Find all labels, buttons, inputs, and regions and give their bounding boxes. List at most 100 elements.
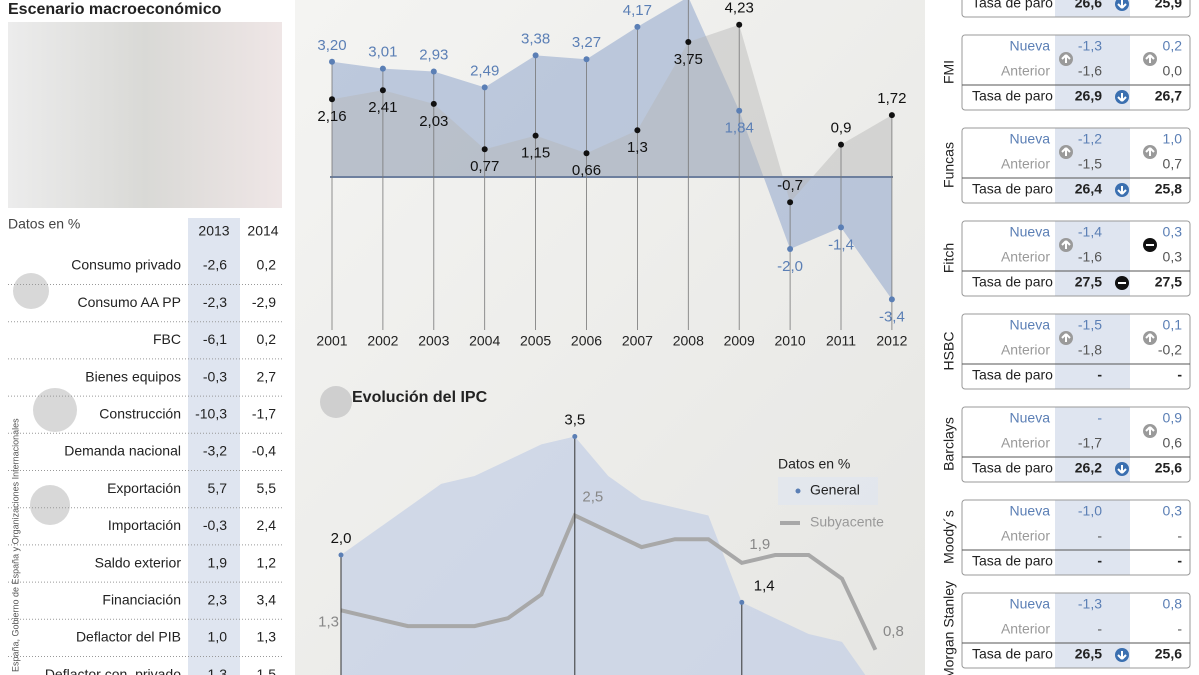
block-border <box>961 592 1191 669</box>
cell: -3,2 <box>203 443 227 459</box>
row-label: Tasa de paro <box>972 88 1053 104</box>
cell: 1,2 <box>257 554 277 570</box>
point <box>329 58 335 65</box>
data-label: -1,4 <box>828 236 854 253</box>
cell: 2,7 <box>257 368 277 384</box>
block-border <box>961 499 1191 576</box>
cell: 0,2 <box>1163 38 1183 54</box>
data-label: 4,17 <box>623 2 652 19</box>
data-label: 2,0 <box>331 530 352 547</box>
row-label: Tasa de paro <box>972 274 1053 290</box>
cell: - <box>1097 553 1102 569</box>
cell: -6,1 <box>203 331 227 347</box>
cell: -1,2 <box>1078 131 1102 147</box>
legend-marker <box>795 488 801 494</box>
column-shade <box>1055 0 1130 17</box>
cell: 26,2 <box>1075 460 1102 476</box>
x-tick-label: 2003 <box>418 333 449 349</box>
org-name: Morgan Stanley <box>941 581 957 675</box>
cell: 0,8 <box>1163 596 1183 612</box>
cell: 0,6 <box>1163 435 1183 451</box>
cell: -10,3 <box>195 406 227 422</box>
row-label: Exportación <box>107 480 181 496</box>
cell: 26,7 <box>1155 88 1182 104</box>
data-label: 2,49 <box>470 62 499 79</box>
cell: 0,9 <box>1163 410 1183 426</box>
point <box>787 199 794 206</box>
column-header: 2014 <box>247 223 278 239</box>
cell: -2,6 <box>203 257 227 273</box>
data-label: 4,23 <box>725 0 754 17</box>
point <box>338 552 344 558</box>
data-label: 0,66 <box>572 162 601 179</box>
cell: -1,6 <box>1078 249 1102 265</box>
data-label: 1,84 <box>725 120 754 137</box>
point <box>736 107 743 114</box>
row-label: Anterior <box>1001 528 1050 544</box>
point <box>532 132 539 139</box>
cell: -1,6 <box>1078 63 1102 79</box>
cell: 27,5 <box>1075 274 1102 290</box>
data-label: 1,3 <box>627 139 648 156</box>
data-label: -0,7 <box>777 177 803 194</box>
cell: - <box>1177 553 1182 569</box>
point <box>634 127 641 134</box>
cell: - <box>1097 621 1102 637</box>
trend-arrow <box>1061 147 1071 156</box>
org-name: Fitch <box>941 243 957 273</box>
data-label: 2,41 <box>368 99 397 116</box>
cell: -1,4 <box>1078 224 1102 240</box>
cell: 0,3 <box>1163 224 1183 240</box>
data-label: 0,9 <box>831 120 852 137</box>
cell: 25,6 <box>1155 646 1182 662</box>
point <box>838 141 844 148</box>
chart-title: Evolución del IPC <box>352 389 488 406</box>
cell: 1,3 <box>257 629 277 645</box>
trend-arrow <box>1145 426 1155 435</box>
org-name: FMI <box>941 60 957 84</box>
x-tick-label: 2001 <box>316 333 347 349</box>
cell: - <box>1177 528 1182 544</box>
cell: 25,9 <box>1155 0 1182 11</box>
trend-arrow <box>1117 93 1127 102</box>
org-name: Funcas <box>941 142 957 188</box>
row-label: Tasa de paro <box>972 553 1053 569</box>
cell: 5,7 <box>208 480 228 496</box>
data-label: 3,20 <box>317 37 346 54</box>
cell: 5,5 <box>257 480 277 496</box>
row-label: Saldo exterior <box>95 554 182 570</box>
row-label: Tasa de paro <box>972 0 1053 11</box>
area <box>332 0 892 300</box>
block-border <box>961 127 1191 204</box>
point <box>430 68 437 75</box>
cell: -0,3 <box>203 368 227 384</box>
cell: 0,2 <box>257 257 277 273</box>
trend-arrow <box>1145 333 1155 342</box>
row-label: Tasa de paro <box>972 646 1053 662</box>
block-border <box>961 220 1191 297</box>
data-label: 2,93 <box>419 46 448 63</box>
column-shade <box>1055 500 1130 575</box>
row-label: Tasa de paro <box>972 460 1053 476</box>
block-border <box>961 406 1191 483</box>
cell: -1,0 <box>1078 503 1102 519</box>
legend-title: Datos en % <box>778 456 850 472</box>
cell: 0,3 <box>1163 503 1183 519</box>
cell: -1,7 <box>252 406 276 422</box>
point <box>572 434 578 439</box>
row-label: Anterior <box>1001 342 1050 358</box>
point <box>583 56 590 63</box>
row-label: Tasa de paro <box>972 181 1053 197</box>
x-tick-label: 2008 <box>673 333 704 349</box>
trend-arrow <box>1117 651 1127 660</box>
x-tick-label: 2006 <box>571 333 602 349</box>
cell: 3,4 <box>257 592 277 608</box>
data-label: 0,77 <box>470 158 499 175</box>
data-label: 1,4 <box>754 577 775 594</box>
cell: - <box>1177 621 1182 637</box>
line <box>340 512 878 651</box>
cell: 0,1 <box>1163 317 1183 333</box>
row-label: Consumo AA PP <box>77 294 181 310</box>
point <box>634 23 641 30</box>
